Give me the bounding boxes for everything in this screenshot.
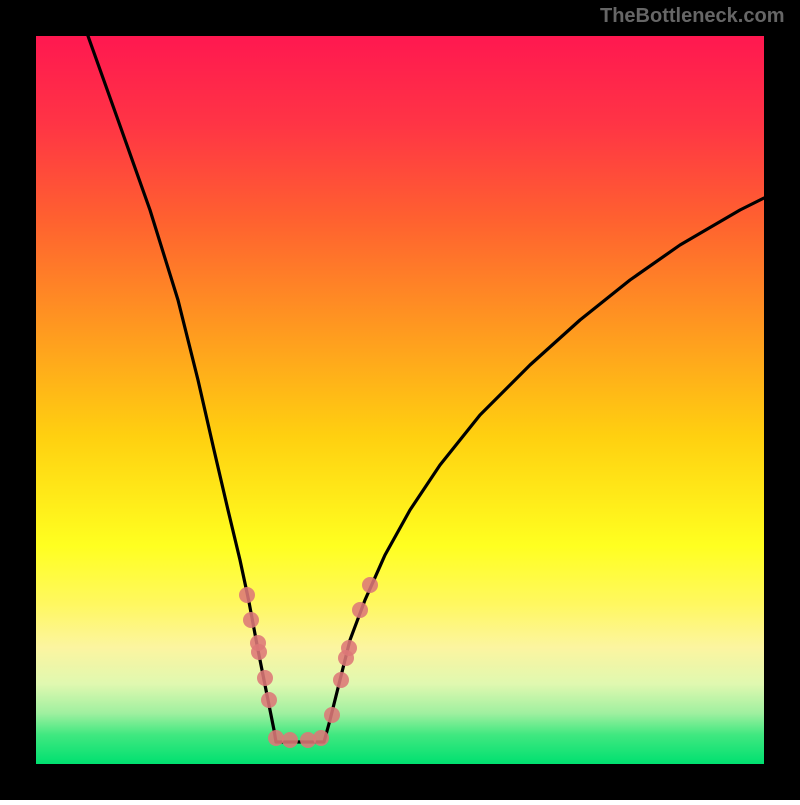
data-marker — [268, 730, 284, 746]
data-marker — [352, 602, 368, 618]
data-marker — [341, 640, 357, 656]
data-marker — [362, 577, 378, 593]
watermark-text: TheBottleneck.com — [600, 5, 784, 28]
data-marker — [257, 670, 273, 686]
data-marker — [261, 692, 277, 708]
chart-svg — [0, 0, 800, 800]
data-marker — [333, 672, 349, 688]
bottleneck-chart: TheBottleneck.com — [0, 0, 800, 800]
data-marker — [313, 730, 329, 746]
data-marker — [324, 707, 340, 723]
data-marker — [282, 732, 298, 748]
data-marker — [239, 587, 255, 603]
plot-area — [36, 36, 764, 764]
data-marker — [243, 612, 259, 628]
data-marker — [251, 644, 267, 660]
